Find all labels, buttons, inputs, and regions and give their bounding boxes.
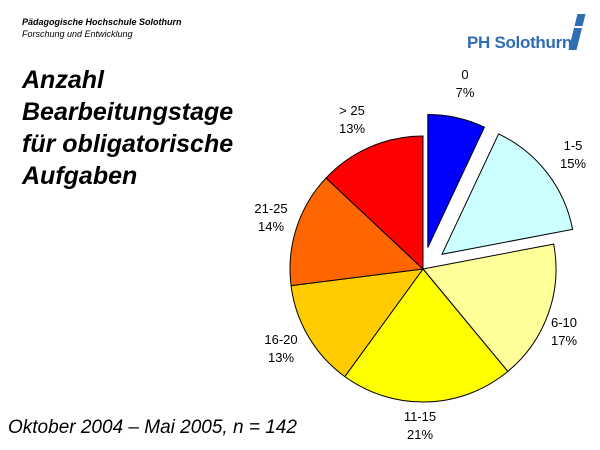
- title-line: Aufgaben: [22, 162, 138, 190]
- pie-slice-16-20: [290, 268, 425, 378]
- label-category: > 25: [339, 103, 365, 118]
- institution-name: Pädagogische Hochschule Solothurn: [22, 17, 182, 27]
- slice-label-1-5: 1-5 15%: [543, 137, 600, 173]
- slice-label-0: 0 7%: [435, 66, 495, 102]
- pie-slice-25: [325, 135, 424, 271]
- label-percent: 13%: [338, 121, 366, 136]
- label-percent: 17%: [550, 333, 578, 348]
- label-category: 21-25: [254, 201, 288, 216]
- label-percent: 21%: [406, 427, 434, 442]
- pie-slice-21-25: [289, 177, 425, 287]
- ph-solothurn-logo: PH Solothurn: [465, 12, 590, 52]
- label-category: 16-20: [264, 332, 298, 347]
- label-percent: 14%: [257, 219, 285, 234]
- logo-text: PH Solothurn: [467, 33, 572, 52]
- date-range-sample-size: Oktober 2004 – Mai 2005, n = 142: [8, 417, 297, 438]
- pie-slice-0: [427, 114, 486, 248]
- slice-label-16-20: 16-20 13%: [251, 331, 311, 367]
- department-name: Forschung und Entwicklung: [22, 29, 133, 39]
- pie-slice-6-10: [422, 243, 557, 373]
- label-category: 0: [461, 67, 469, 82]
- label-category: 11-15: [403, 409, 437, 424]
- label-category: 1-5: [563, 138, 583, 153]
- label-percent: 15%: [559, 156, 587, 171]
- slice-label-11-15: 11-15 21%: [390, 408, 450, 444]
- title-line: für obligatorische: [22, 130, 234, 158]
- title-line: Bearbeitungstage: [22, 98, 234, 126]
- label-category: 6-10: [550, 315, 578, 330]
- label-percent: 7%: [455, 85, 475, 100]
- chart-title: Anzahl Bearbeitungstage für obligatorisc…: [22, 64, 233, 192]
- slice-label-21-25: 21-25 14%: [241, 200, 301, 236]
- pie-slice-1-5: [441, 133, 574, 255]
- slice-label-gt-25: > 25 13%: [322, 102, 382, 138]
- pie-slice-11-15: [344, 268, 509, 403]
- slice-label-6-10: 6-10 17%: [534, 314, 594, 350]
- title-line: Anzahl: [22, 66, 104, 94]
- label-percent: 13%: [267, 350, 295, 365]
